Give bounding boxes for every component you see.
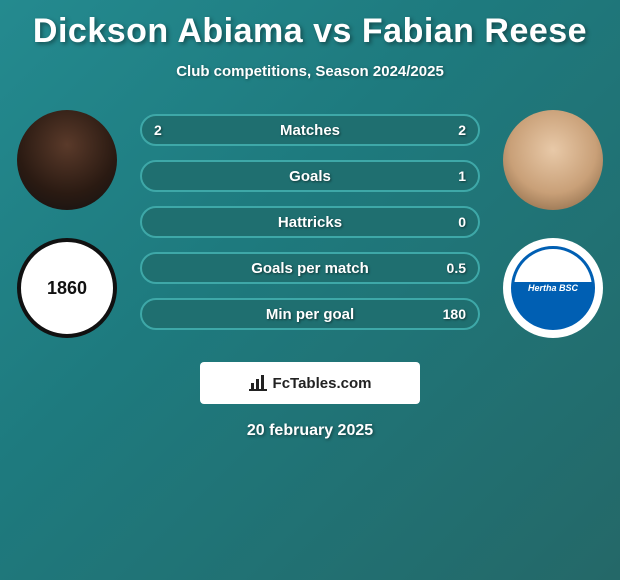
subtitle: Club competitions, Season 2024/2025 bbox=[0, 63, 620, 80]
stat-bars: 2 Matches 2 Goals 1 Hattricks 0 Goals pe… bbox=[140, 110, 480, 330]
stat-label: Goals per match bbox=[251, 260, 369, 277]
stat-value-right: 0.5 bbox=[447, 260, 466, 276]
stat-value-left: 2 bbox=[154, 122, 162, 138]
stat-label: Matches bbox=[280, 122, 340, 139]
player-b-column: Hertha BSC bbox=[498, 110, 608, 338]
stat-bar-min-per-goal: Min per goal 180 bbox=[140, 298, 480, 330]
stat-bar-hattricks: Hattricks 0 bbox=[140, 206, 480, 238]
stat-bar-matches: 2 Matches 2 bbox=[140, 114, 480, 146]
stat-label: Min per goal bbox=[266, 306, 354, 323]
stat-label: Goals bbox=[289, 168, 331, 185]
player-a-club-logo: 1860 bbox=[17, 238, 117, 338]
stat-value-right: 180 bbox=[443, 306, 466, 322]
stat-value-right: 2 bbox=[458, 122, 466, 138]
date-label: 20 february 2025 bbox=[0, 422, 620, 440]
player-a-column: 1860 bbox=[12, 110, 122, 338]
player-b-club-logo: Hertha BSC bbox=[503, 238, 603, 338]
stat-bar-goals: Goals 1 bbox=[140, 160, 480, 192]
comparison-row: 1860 2 Matches 2 Goals 1 Hattricks 0 Goa… bbox=[0, 110, 620, 338]
watermark-text: FcTables.com bbox=[273, 375, 372, 392]
player-b-avatar bbox=[503, 110, 603, 210]
stat-value-right: 1 bbox=[458, 168, 466, 184]
watermark: FcTables.com bbox=[200, 362, 420, 404]
chart-icon bbox=[249, 375, 267, 391]
player-a-avatar bbox=[17, 110, 117, 210]
player-b-club-badge-text: Hertha BSC bbox=[511, 246, 595, 330]
stat-value-right: 0 bbox=[458, 214, 466, 230]
page-title: Dickson Abiama vs Fabian Reese bbox=[0, 0, 620, 51]
stat-bar-goals-per-match: Goals per match 0.5 bbox=[140, 252, 480, 284]
stat-label: Hattricks bbox=[278, 214, 342, 231]
